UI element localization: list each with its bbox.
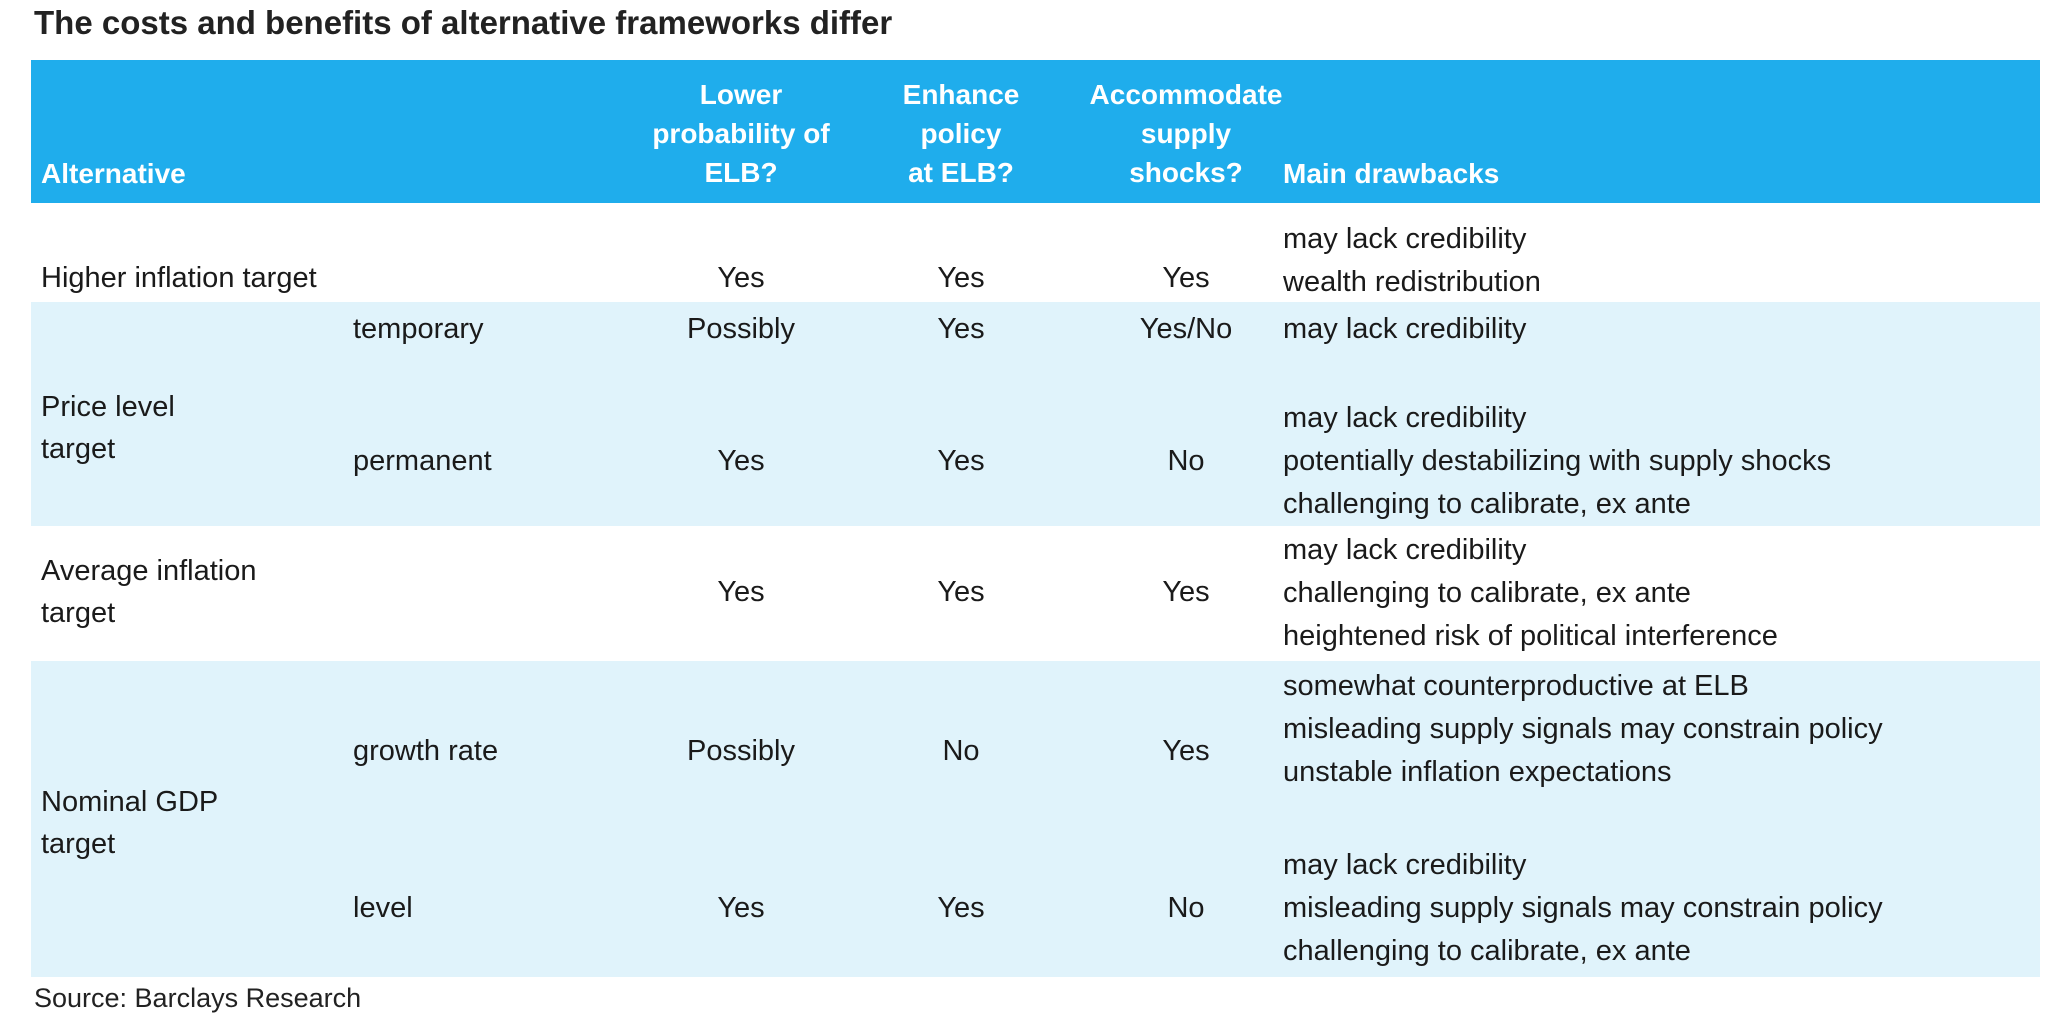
cell-lower-elb: Yes bbox=[717, 892, 765, 924]
cell-accommodate: Yes/No bbox=[1139, 313, 1233, 345]
table-header: Alternative Lower probability of ELB? En… bbox=[31, 60, 2040, 203]
table-row-price-level: Price level target temporary Possibly Ye… bbox=[31, 302, 2040, 526]
row-name: Nominal GDP target bbox=[41, 786, 219, 860]
cell-enhance-policy: Yes bbox=[937, 313, 985, 345]
cell-accommodate: No bbox=[1167, 445, 1205, 477]
cell-drawbacks: somewhat counterproductive at ELB mislea… bbox=[1283, 670, 1883, 788]
cell-drawbacks: may lack credibility misleading supply s… bbox=[1283, 849, 1883, 967]
cell-lower-elb: Yes bbox=[717, 445, 765, 477]
cell-enhance-policy: Yes bbox=[937, 892, 985, 924]
cell-enhance-policy: No bbox=[942, 735, 980, 767]
table-row-average-inflation: Average inflation target Yes Yes Yes may… bbox=[31, 526, 2040, 661]
header-alternative: Alternative bbox=[41, 158, 186, 189]
sub-row-growth-rate: growth rate bbox=[353, 735, 499, 767]
cell-lower-elb: Possibly bbox=[687, 735, 795, 767]
cell-drawbacks: may lack credibility bbox=[1283, 313, 1527, 345]
table-row-nominal-gdp: Nominal GDP target growth rate Possibly … bbox=[31, 661, 2040, 977]
cell-enhance-policy: Yes bbox=[937, 262, 985, 294]
page-title: The costs and benefits of alternative fr… bbox=[34, 4, 893, 41]
cell-drawbacks: may lack credibility challenging to cali… bbox=[1283, 534, 1778, 652]
header-accommodate-shocks: Accommodate supply shocks? bbox=[1089, 79, 1283, 188]
cell-accommodate: No bbox=[1167, 892, 1205, 924]
cell-lower-elb: Yes bbox=[717, 262, 765, 294]
comparison-table: Alternative Lower probability of ELB? En… bbox=[31, 60, 2040, 977]
source-note: Source: Barclays Research bbox=[34, 983, 362, 1013]
row-name: Price level target bbox=[41, 391, 175, 465]
header-lower-elb: Lower probability of ELB? bbox=[652, 79, 830, 188]
cell-enhance-policy: Yes bbox=[937, 576, 985, 608]
cell-lower-elb: Yes bbox=[717, 576, 765, 608]
header-main-drawbacks: Main drawbacks bbox=[1283, 158, 1500, 189]
sub-row-level: level bbox=[353, 892, 413, 924]
cell-enhance-policy: Yes bbox=[937, 445, 985, 477]
sub-row-permanent: permanent bbox=[353, 445, 492, 477]
cell-lower-elb: Possibly bbox=[687, 313, 795, 345]
row-name: Higher inflation target bbox=[41, 262, 317, 294]
header-enhance-policy: Enhance policy at ELB? bbox=[902, 79, 1020, 188]
cell-accommodate: Yes bbox=[1162, 262, 1210, 294]
cell-drawbacks: may lack credibility potentially destabi… bbox=[1283, 402, 1832, 520]
row-name: Average inflation target bbox=[41, 555, 257, 629]
cell-accommodate: Yes bbox=[1162, 735, 1210, 767]
sub-row-temporary: temporary bbox=[353, 313, 484, 345]
cell-accommodate: Yes bbox=[1162, 576, 1210, 608]
cell-drawbacks: may lack credibility wealth redistributi… bbox=[1283, 223, 1541, 298]
